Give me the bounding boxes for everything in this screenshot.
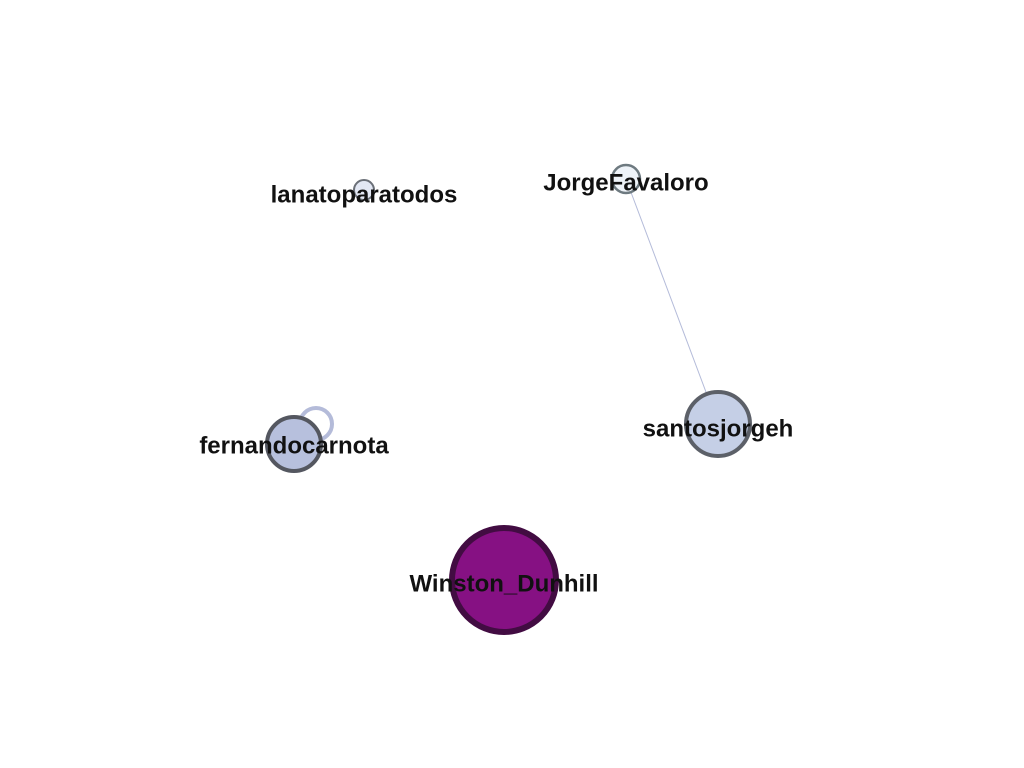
node-Winston_Dunhill[interactable] bbox=[449, 525, 559, 635]
nodes-layer bbox=[265, 163, 752, 635]
node-label-JorgeFavaloro: JorgeFavaloro bbox=[543, 169, 708, 196]
node-santosjorgeh[interactable] bbox=[684, 390, 752, 458]
node-label-lanatoparatodos: lanatoparatodos bbox=[271, 181, 458, 208]
node-label-Winston_Dunhill: Winston_Dunhill bbox=[409, 570, 598, 597]
node-label-santosjorgeh: santosjorgeh bbox=[643, 415, 794, 442]
node-fernandocarnota[interactable] bbox=[265, 415, 323, 473]
edge-JorgeFavaloro-santosjorgeh bbox=[625, 178, 719, 425]
labels-layer: lanatoparatodos JorgeFavaloro santosjorgeh… bbox=[199, 169, 793, 597]
edges-layer bbox=[298, 178, 719, 442]
node-lanatoparatodos[interactable] bbox=[353, 179, 375, 201]
node-JorgeFavaloro[interactable] bbox=[610, 163, 642, 195]
node-label-fernandocarnota: fernandocarnota bbox=[199, 432, 389, 459]
